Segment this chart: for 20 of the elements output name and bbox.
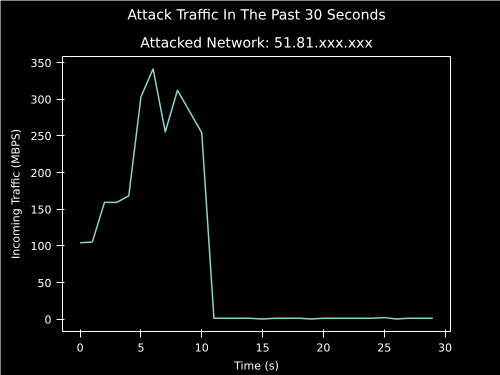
x-tick-label: 30 — [438, 342, 452, 354]
y-tick-label: 350 — [30, 56, 52, 70]
x-tick-label: 0 — [76, 342, 84, 354]
x-tick-label: 15 — [256, 342, 270, 354]
y-tick-label: 200 — [30, 166, 52, 180]
x-tick-label: 25 — [377, 342, 392, 354]
y-tick-label: 0 — [44, 314, 52, 327]
y-tick-label: 100 — [30, 240, 52, 254]
y-axis-title: Incoming Traffic (MBPS) — [10, 129, 23, 259]
chart-subtitle: Attacked Network: 51.81.xxx.xxx — [140, 36, 373, 52]
x-tick-label: 20 — [316, 342, 330, 354]
y-tick-label: 300 — [30, 94, 52, 107]
x-axis-title: Time (s) — [233, 360, 279, 372]
x-tick-label: 5 — [137, 342, 144, 354]
line-series — [79, 68, 434, 320]
chart-title: Attack Traffic In The Past 30 Seconds — [127, 8, 386, 24]
x-tick-label: 10 — [194, 342, 209, 354]
y-tick-label: 150 — [30, 204, 52, 217]
y-tick-label: 250 — [30, 130, 52, 144]
y-tick-label: 50 — [38, 276, 52, 290]
